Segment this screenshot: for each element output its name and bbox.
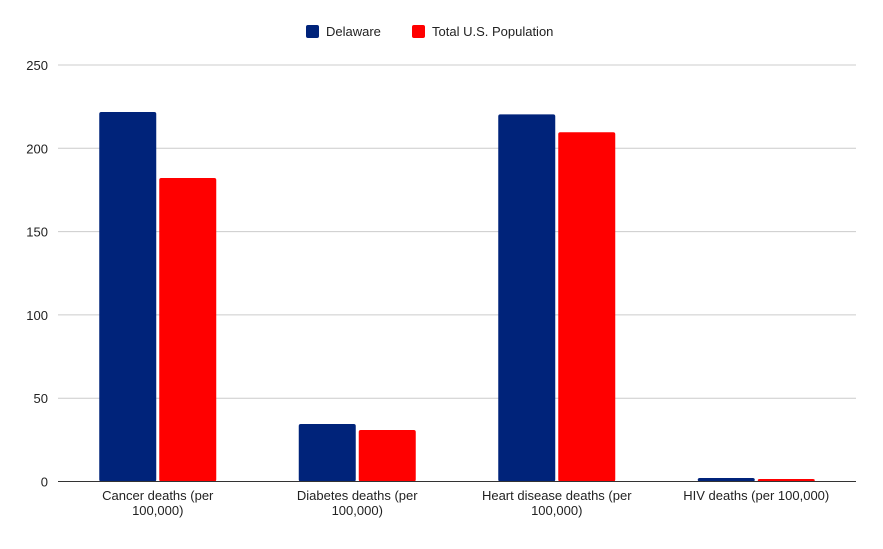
x-tick-label: 100,000) — [132, 503, 183, 518]
x-tick-label: 100,000) — [531, 503, 582, 518]
legend-swatch — [306, 25, 319, 38]
legend-swatch — [412, 25, 425, 38]
legend-item[interactable]: Delaware — [306, 24, 381, 39]
x-tick-label: HIV deaths (per 100,000) — [683, 488, 829, 503]
bar-total-u-s-population — [159, 177, 217, 482]
y-tick-label: 100 — [26, 308, 48, 323]
bar-total-u-s-population — [757, 479, 815, 482]
bar-total-u-s-population — [358, 430, 416, 482]
y-tick-label: 0 — [41, 475, 48, 490]
y-tick-label: 150 — [26, 225, 48, 240]
bar-delaware — [498, 114, 556, 482]
legend-item[interactable]: Total U.S. Population — [412, 24, 553, 39]
bar-delaware — [99, 111, 157, 482]
y-tick-label: 50 — [34, 391, 48, 406]
x-tick-label: Cancer deaths (per — [102, 488, 214, 503]
x-tick-label: Diabetes deaths (per — [297, 488, 418, 503]
bar-total-u-s-population — [558, 132, 616, 482]
bar-delaware — [298, 424, 356, 482]
bar-delaware — [697, 478, 755, 482]
legend-label: Delaware — [326, 24, 381, 39]
x-tick-label: 100,000) — [332, 503, 383, 518]
x-tick-label: Heart disease deaths (per — [482, 488, 632, 503]
legend-label: Total U.S. Population — [432, 24, 553, 39]
y-tick-label: 200 — [26, 141, 48, 156]
y-tick-label: 250 — [26, 58, 48, 73]
